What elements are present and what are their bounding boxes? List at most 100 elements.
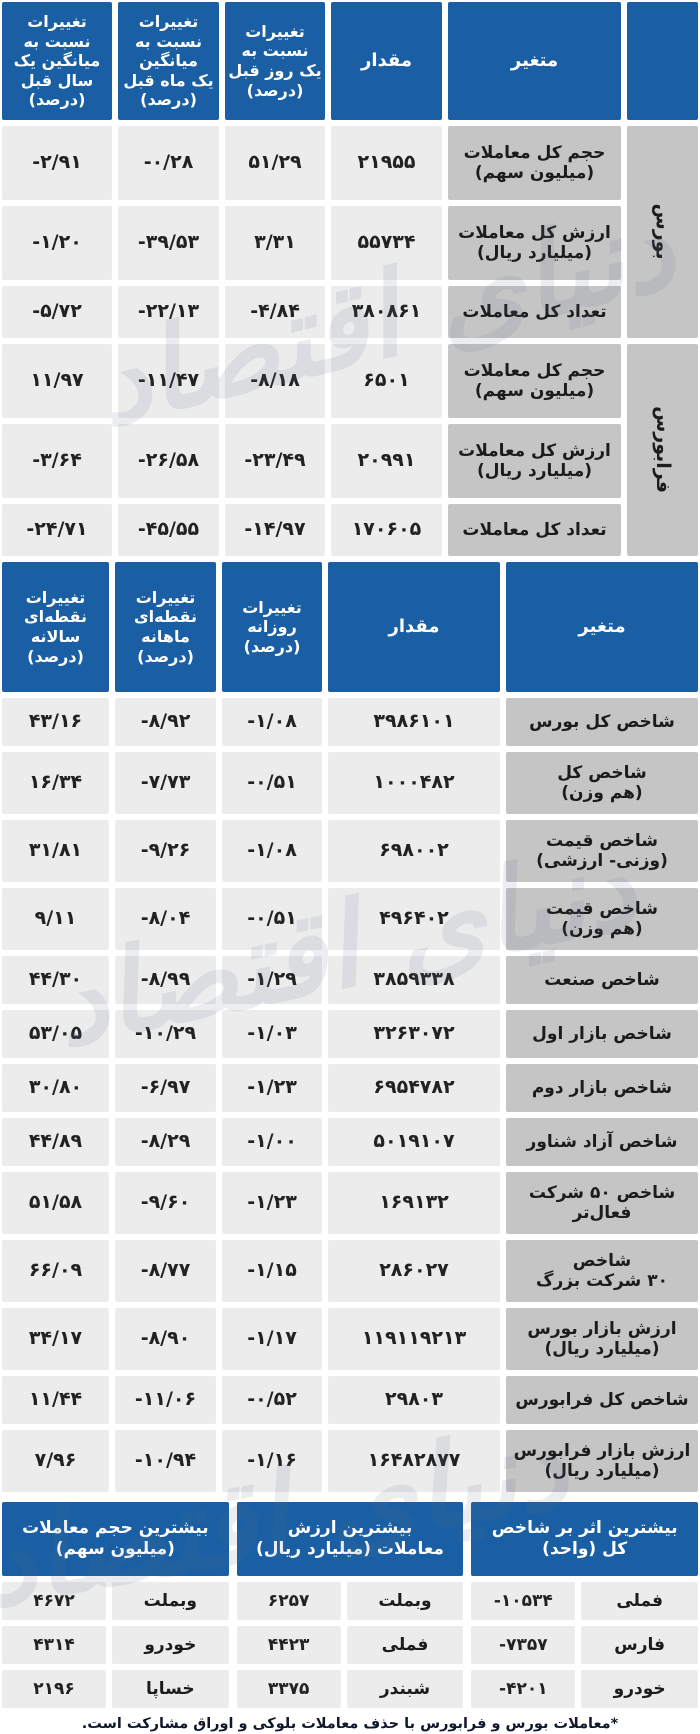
- value-cell: ۳۸۵۹۳۳۸: [328, 956, 500, 1004]
- value-cell: ۲۹۸۰۳: [328, 1376, 500, 1424]
- value-cell: ۳۹۸۶۱۰۱: [328, 698, 500, 746]
- column-header-daily-change: تغییرات روزانه (درصد): [222, 562, 322, 692]
- ticker-cell: فارس: [581, 1626, 698, 1664]
- variable-cell: شاخص بازار اول: [506, 1010, 698, 1058]
- daily-change-cell: -۱/۰۸: [222, 820, 322, 882]
- month-change-cell: -۲۲/۱۳: [118, 286, 219, 338]
- value-cell: ۱۷۰۶۰۵: [331, 504, 442, 556]
- column-header-year-change: تغییرات نسبت به میانگین یک سال قبل (درصد…: [2, 2, 112, 120]
- year-change-cell: -۲/۹۱: [2, 126, 112, 200]
- leader-boards: بیشترین اثر بر شاخص کل (واحد) فملی -۱۰۵۳…: [1, 1502, 698, 1708]
- value-cell: ۲۰۹۹۱: [331, 424, 442, 498]
- indices-table: متغیر مقدار تغییرات روزانه (درصد) تغییرا…: [2, 562, 698, 1492]
- ticker-cell: وبملت: [346, 1582, 464, 1620]
- value-cell: ۵۵۷۳۴: [331, 206, 442, 280]
- variable-cell: شاخص کل (هم وزن): [506, 752, 698, 814]
- daily-change-cell: -۰/۵۲: [222, 1376, 322, 1424]
- group-label-text: بورس: [652, 203, 675, 261]
- monthly-change-cell: -۱۱/۰۶: [115, 1376, 216, 1424]
- daily-change-cell: -۱/۰۳: [222, 1010, 322, 1058]
- day-change-cell: -۱۴/۹۷: [225, 504, 325, 556]
- daily-change-cell: -۱/۲۳: [222, 1172, 322, 1234]
- daily-change-cell: -۱/۲۳: [222, 1064, 322, 1112]
- variable-cell: تعداد کل معاملات: [448, 504, 621, 556]
- value-cell: ۶۹۸۰۰۲: [328, 820, 500, 882]
- variable-cell: شاخص کل فرابورس: [506, 1376, 698, 1424]
- monthly-change-cell: -۸/۰۴: [115, 888, 216, 950]
- value-cell: ۱۰۰۰۴۸۲: [328, 752, 500, 814]
- column-header-month-change: تغییرات نسبت به میانگین یک ماه قبل (درصد…: [118, 2, 219, 120]
- value-cell: ۱۱۹۱۱۹۲۱۳: [328, 1308, 500, 1370]
- variable-cell: شاخص بازار دوم: [506, 1064, 698, 1112]
- ticker-value-cell: ۶۲۵۷: [236, 1582, 341, 1620]
- variable-cell: شاخص کل بورس: [506, 698, 698, 746]
- ticker-value-cell: ۴۳۱۴: [1, 1626, 106, 1664]
- ticker-value-cell: ۴۴۲۳: [236, 1626, 341, 1664]
- monthly-change-cell: -۶/۹۷: [115, 1064, 216, 1112]
- monthly-change-cell: -۷/۷۳: [115, 752, 216, 814]
- trading-activity-table: متغیر مقدار تغییرات نسبت به یک روز قبل (…: [2, 2, 698, 556]
- day-change-cell: -۸/۱۸: [225, 344, 325, 418]
- column-header-monthly-change: تغییرات نقطه‌ای ماهانه (درصد): [115, 562, 216, 692]
- monthly-change-cell: -۱۰/۹۴: [115, 1430, 216, 1492]
- ticker-cell: خودرو: [581, 1670, 698, 1708]
- column-header-value: مقدار: [331, 2, 442, 120]
- yearly-change-cell: ۷/۹۶: [2, 1430, 109, 1492]
- monthly-change-cell: -۸/۷۷: [115, 1240, 216, 1302]
- ticker-cell: فملی: [346, 1626, 464, 1664]
- column-header-variable: متغیر: [506, 562, 698, 692]
- month-change-cell: -۴۵/۵۵: [118, 504, 219, 556]
- day-change-cell: ۵۱/۲۹: [225, 126, 325, 200]
- variable-cell: ارزش بازار بورس (میلیارد ریال): [506, 1308, 698, 1370]
- value-cell: ۱۶۹۱۳۲: [328, 1172, 500, 1234]
- day-change-cell: -۴/۸۴: [225, 286, 325, 338]
- variable-cell: شاخص صنعت: [506, 956, 698, 1004]
- value-cell: ۳۲۶۳۰۷۲: [328, 1010, 500, 1058]
- column-header-value: مقدار: [328, 562, 500, 692]
- leader-title: بیشترین حجم معاملات (میلیون سهم): [1, 1502, 229, 1576]
- value-cell: ۲۱۹۵۵: [331, 126, 442, 200]
- top-trade-volume-table: بیشترین حجم معاملات (میلیون سهم) وبملت ۴…: [1, 1502, 229, 1708]
- value-cell: ۶۵۰۱: [331, 344, 442, 418]
- top-trade-value-table: بیشترین ارزش معاملات (میلیارد ریال) وبمل…: [236, 1502, 464, 1708]
- value-cell: ۴۹۶۴۰۲: [328, 888, 500, 950]
- variable-cell: شاخص ۳۰ شرکت بزرگ: [506, 1240, 698, 1302]
- variable-cell: حجم کل معاملات (میلیون سهم): [448, 126, 621, 200]
- group-label-bourse: بورس: [627, 126, 698, 338]
- yearly-change-cell: ۹/۱۱: [2, 888, 109, 950]
- leader-title: بیشترین اثر بر شاخص کل (واحد): [471, 1502, 698, 1576]
- yearly-change-cell: ۳۰/۸۰: [2, 1064, 109, 1112]
- ticker-cell: خودرو: [111, 1626, 229, 1664]
- daily-change-cell: -۱/۰۰: [222, 1118, 322, 1166]
- year-change-cell: -۱/۲۰: [2, 206, 112, 280]
- value-cell: ۵۰۱۹۱۰۷: [328, 1118, 500, 1166]
- month-change-cell: -۳۹/۵۳: [118, 206, 219, 280]
- variable-cell: شاخص ۵۰ شرکت فعال‌تر: [506, 1172, 698, 1234]
- variable-cell: تعداد کل معاملات: [448, 286, 621, 338]
- ticker-cell: وبملت: [111, 1582, 229, 1620]
- ticker-value-cell: ۲۱۹۶: [1, 1670, 106, 1708]
- ticker-value-cell: ۳۳۷۵: [236, 1670, 341, 1708]
- value-cell: ۲۸۶۰۲۷: [328, 1240, 500, 1302]
- yearly-change-cell: ۳۱/۸۱: [2, 820, 109, 882]
- year-change-cell: -۵/۷۲: [2, 286, 112, 338]
- monthly-change-cell: -۸/۹۲: [115, 698, 216, 746]
- yearly-change-cell: ۶۶/۰۹: [2, 1240, 109, 1302]
- ticker-cell: شبندر: [346, 1670, 464, 1708]
- variable-cell: ارزش بازار فرابورس (میلیارد ریال): [506, 1430, 698, 1492]
- ticker-value-cell: -۱۰۵۳۴: [471, 1582, 576, 1620]
- yearly-change-cell: ۴۴/۳۰: [2, 956, 109, 1004]
- monthly-change-cell: -۹/۲۶: [115, 820, 216, 882]
- ticker-cell: فملی: [581, 1582, 698, 1620]
- yearly-change-cell: ۴۴/۸۹: [2, 1118, 109, 1166]
- variable-cell: ارزش کل معاملات (میلیارد ریال): [448, 424, 621, 498]
- monthly-change-cell: -۸/۹۹: [115, 956, 216, 1004]
- day-change-cell: -۲۳/۴۹: [225, 424, 325, 498]
- daily-change-cell: -۱/۱۶: [222, 1430, 322, 1492]
- yearly-change-cell: ۵۱/۵۸: [2, 1172, 109, 1234]
- top-index-impact-table: بیشترین اثر بر شاخص کل (واحد) فملی -۱۰۵۳…: [471, 1502, 698, 1708]
- leader-title: بیشترین ارزش معاملات (میلیارد ریال): [236, 1502, 464, 1576]
- ticker-value-cell: -۴۲۰۱: [471, 1670, 576, 1708]
- column-header-variable: متغیر: [448, 2, 621, 120]
